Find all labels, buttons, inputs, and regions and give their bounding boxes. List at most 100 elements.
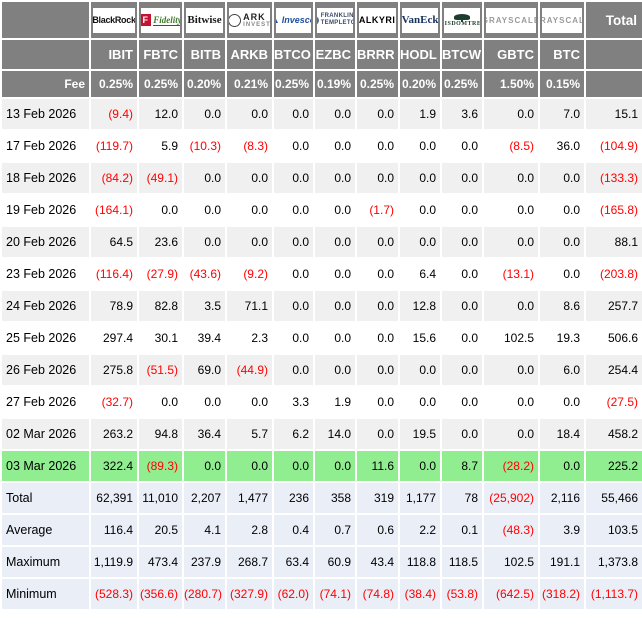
flow-value-cell: 0.0 — [182, 161, 227, 195]
summary-value-cell: 3.9 — [538, 513, 586, 547]
flow-value-cell: 1.9 — [313, 385, 357, 419]
summary-value-cell: (280.7) — [182, 577, 227, 611]
flow-value-cell: 0.0 — [272, 193, 315, 227]
summary-value-cell: 11,010 — [137, 481, 184, 515]
fidelity-logo-icon: F — [141, 14, 152, 26]
summary-row-maximum: Maximum 1,119.9 473.4 237.9 268.7 63.4 60.9 43.… — [0, 545, 642, 579]
flow-value-cell: 0.0 — [272, 353, 315, 387]
summary-value-cell: (48.3) — [482, 513, 540, 547]
date-cell: 03 Mar 2026 — [0, 449, 91, 483]
flow-value-cell: 0.0 — [440, 353, 484, 387]
ticker-cell: BRRR — [355, 38, 400, 71]
summary-value-cell: 191.1 — [538, 545, 586, 579]
summary-total-cell: 1,373.8 — [584, 545, 642, 579]
ticker-cell: IBIT — [89, 38, 139, 71]
flow-value-cell: 71.1 — [225, 289, 274, 323]
row-total-cell: (165.8) — [584, 193, 642, 227]
fee-cell: 0.25% — [440, 69, 484, 99]
flow-value-cell: 0.0 — [225, 161, 274, 195]
flow-value-cell: 36.4 — [182, 417, 227, 451]
row-total-cell: 458.2 — [584, 417, 642, 451]
flow-value-cell: 0.0 — [440, 289, 484, 323]
summary-value-cell: 1,477 — [225, 481, 274, 515]
summary-value-cell: 102.5 — [482, 545, 540, 579]
summary-total-cell: 103.5 — [584, 513, 642, 547]
flow-value-cell: (51.5) — [137, 353, 184, 387]
summary-value-cell: 60.9 — [313, 545, 357, 579]
summary-value-cell: 237.9 — [182, 545, 227, 579]
flow-value-cell: 275.8 — [89, 353, 139, 387]
summary-total-cell: 55,466 — [584, 481, 642, 515]
flow-value-cell: 0.0 — [272, 225, 315, 259]
flow-value-cell: 82.8 — [137, 289, 184, 323]
provider-header-cell: ▲Invesco — [272, 0, 315, 40]
provider-name: Invesco — [281, 15, 311, 25]
flow-value-cell: 0.0 — [313, 353, 357, 387]
provider-name: FRANKLINTEMPLETON — [321, 13, 353, 26]
flow-value-cell: 0.0 — [182, 225, 227, 259]
ticker-cell: BITB — [182, 38, 227, 71]
flow-value-cell: 0.0 — [398, 129, 442, 163]
flow-value-cell: 0.0 — [538, 193, 586, 227]
grayscale-logo: GRAYSCALE — [486, 7, 536, 33]
flow-value-cell: 8.6 — [538, 289, 586, 323]
flow-value-cell: 0.0 — [398, 225, 442, 259]
flow-value-cell: (84.2) — [89, 161, 139, 195]
summary-value-cell: 358 — [313, 481, 357, 515]
fee-cell: 0.25% — [89, 69, 139, 99]
flow-value-cell: 0.0 — [398, 193, 442, 227]
date-cell: 27 Feb 2026 — [0, 385, 91, 419]
summary-value-cell: (74.8) — [355, 577, 400, 611]
row-total-cell: 15.1 — [584, 97, 642, 131]
flow-row: 19 Feb 2026 (164.1) 0.0 0.0 0.0 0.0 0.0 (1.7) 0.… — [0, 193, 642, 227]
provider-header-cell: VALKYRIE — [355, 0, 400, 40]
fee-cell: 0.20% — [398, 69, 442, 99]
flow-value-cell: 0.0 — [272, 289, 315, 323]
grayscale-logo: GRAYSCALE — [542, 7, 582, 33]
flow-value-cell: 18.4 — [538, 417, 586, 451]
flow-row: 26 Feb 2026 275.8 (51.5) 69.0 (44.9) 0.0 0.0 0.… — [0, 353, 642, 387]
flow-value-cell: 0.0 — [398, 385, 442, 419]
flow-value-cell: 0.0 — [482, 193, 540, 227]
ark-logo: ARK INVEST — [229, 7, 270, 33]
provider-name-line: TEMPLETON — [320, 20, 353, 26]
flow-value-cell: 30.1 — [137, 321, 184, 355]
provider-header-cell: BlackRock — [89, 0, 139, 40]
summary-value-cell: (38.4) — [398, 577, 442, 611]
provider-name: VALKYRIE — [359, 15, 396, 25]
fee-cell: 1.50% — [482, 69, 540, 99]
flow-value-cell: 0.0 — [137, 385, 184, 419]
flow-value-cell: 5.7 — [225, 417, 274, 451]
flow-value-cell: 0.0 — [355, 417, 400, 451]
flow-value-cell: 36.0 — [538, 129, 586, 163]
flow-value-cell: 0.0 — [182, 193, 227, 227]
date-cell: 02 Mar 2026 — [0, 417, 91, 451]
row-total-cell: (104.9) — [584, 129, 642, 163]
provider-header-cell: GRAYSCALE — [538, 0, 586, 40]
flow-value-cell: (8.5) — [482, 129, 540, 163]
summary-value-cell: 0.6 — [355, 513, 400, 547]
summary-value-cell: 2,207 — [182, 481, 227, 515]
flow-value-cell: 0.0 — [313, 97, 357, 131]
provider-name: VanEck — [402, 14, 438, 26]
row-total-cell: 88.1 — [584, 225, 642, 259]
flow-value-cell: 0.0 — [355, 353, 400, 387]
invesco-logo-icon: ▲ — [276, 16, 280, 25]
date-cell: 19 Feb 2026 — [0, 193, 91, 227]
blackrock-logo: BlackRock — [93, 7, 135, 33]
flow-value-cell: (89.3) — [137, 449, 184, 483]
row-total-cell: 254.4 — [584, 353, 642, 387]
summary-label-cell: Maximum — [0, 545, 91, 579]
summary-value-cell: 1,119.9 — [89, 545, 139, 579]
summary-value-cell: 20.5 — [137, 513, 184, 547]
fidelity-logo: F Fidelity — [141, 7, 180, 33]
franklin-logo: FRANKLINTEMPLETON — [317, 7, 353, 33]
provider-name: ARK INVEST — [243, 12, 270, 28]
flow-row: 02 Mar 2026 263.2 94.8 36.4 5.7 6.2 14.0 0.0 19.… — [0, 417, 642, 451]
flow-value-cell: (28.2) — [482, 449, 540, 483]
flow-value-cell: 0.0 — [313, 161, 357, 195]
flow-value-cell: 69.0 — [182, 353, 227, 387]
total-column-header: Total — [584, 0, 642, 40]
